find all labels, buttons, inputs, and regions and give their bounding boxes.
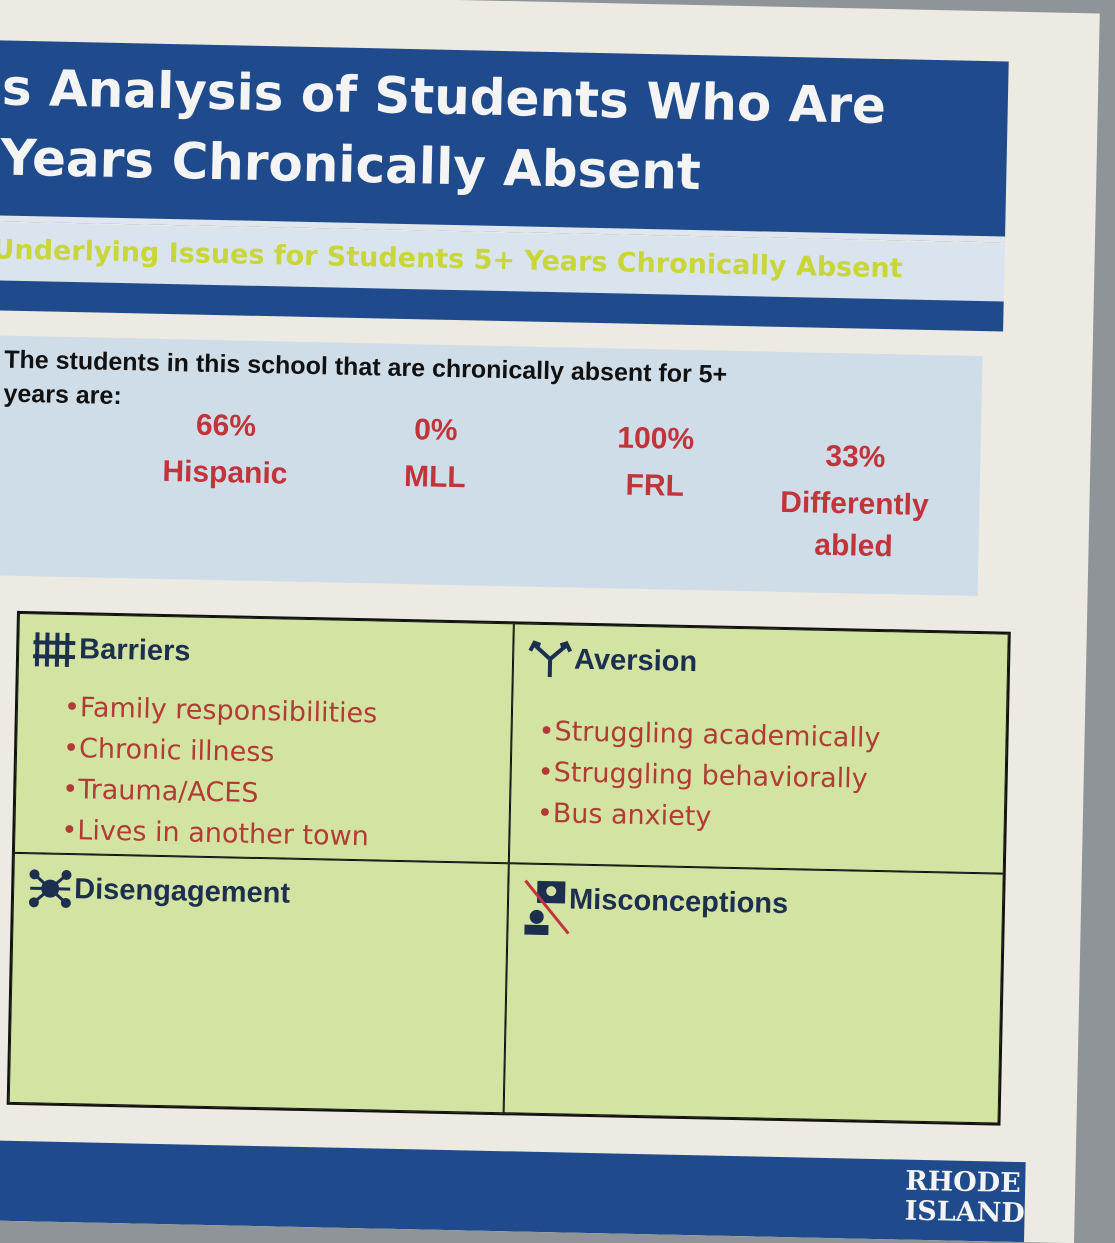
footer-band: RHODE ISLAND — [0, 1140, 1026, 1242]
quadrant: Barriers •Family responsibilities•Chronic… — [14, 613, 514, 863]
stat-value: 33% — [760, 429, 951, 485]
quadrant-title: Misconceptions — [569, 884, 789, 922]
quadrant-grid: Barriers •Family responsibilities•Chronic… — [7, 611, 1011, 1126]
stat: 33%Differently abled — [758, 429, 951, 569]
stat-label: FRL — [559, 463, 750, 509]
logo-text: ISLAND — [904, 1196, 1025, 1230]
quadrant: Misconceptions — [504, 863, 1004, 1123]
misconception-icon — [522, 879, 571, 936]
stat: 66%Hispanic — [130, 398, 322, 496]
page: s Analysis of Students Who Are Years Chr… — [0, 0, 1115, 1200]
network-icon — [28, 868, 73, 909]
stat-value: 0% — [340, 403, 531, 459]
intro-panel: The students in this school that are chr… — [0, 335, 983, 596]
stat-label: Hispanic — [130, 450, 321, 496]
quadrant-title: Barriers — [79, 633, 191, 668]
quadrant-title: Aversion — [574, 644, 698, 680]
list-item: •Trauma/ACES — [62, 769, 376, 817]
title-line: s Analysis of Students Who Are — [1, 58, 886, 135]
quadrant-title: Disengagement — [74, 873, 291, 911]
stat-value: 100% — [560, 411, 751, 467]
stat-label: Differently abled — [758, 481, 950, 569]
list-item: •Family responsibilities — [64, 687, 378, 735]
barrier-icon — [33, 628, 78, 669]
list-item: •Bus anxiety — [536, 793, 879, 841]
item-list: •Struggling academically•Struggling beha… — [536, 711, 880, 841]
list-item: •Struggling academically — [538, 711, 881, 759]
list-item: •Lives in another town — [61, 810, 375, 858]
title-line: Years Chronically Absent — [0, 128, 701, 201]
list-item: •Struggling behaviorally — [537, 752, 880, 800]
list-item: •Chronic illness — [63, 728, 377, 776]
quadrant: Aversion •Struggling academically•Struggl… — [509, 623, 1009, 873]
aversion-icon — [528, 639, 573, 680]
title-band: s Analysis of Students Who Are Years Chr… — [0, 40, 1009, 243]
quadrant: Disengagement — [9, 853, 509, 1113]
stat: 0%MLL — [339, 403, 531, 501]
stat-label: MLL — [339, 455, 530, 501]
stat-value: 66% — [130, 398, 321, 454]
subtitle: Underlying Issues for Students 5+ Years … — [0, 234, 903, 284]
stat: 100%FRL — [559, 411, 751, 509]
item-list: •Family responsibilities•Chronic illness… — [61, 687, 378, 858]
logo-text: RHODE — [905, 1166, 1021, 1199]
intro-text: years are: — [3, 380, 122, 411]
